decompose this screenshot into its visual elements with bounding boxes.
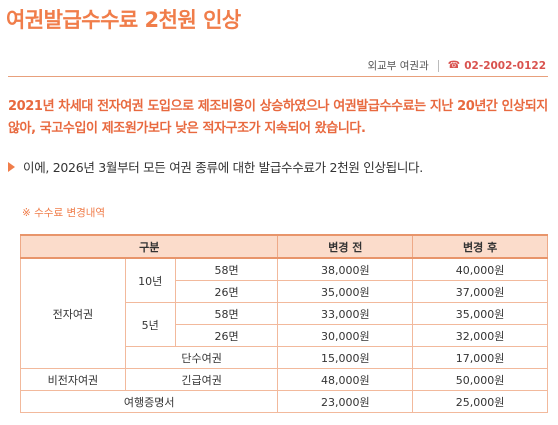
fee-before: 35,000원 <box>277 280 414 303</box>
fee-after: 25,000원 <box>412 390 548 413</box>
header-divider <box>8 76 548 77</box>
page-count: 26면 <box>174 280 279 303</box>
fee-before: 33,000원 <box>277 302 414 325</box>
table-row: 비전자여권 긴급여권 48,000원 50,000원 <box>20 368 548 391</box>
fee-after: 17,000원 <box>412 346 548 369</box>
passport-type: 단수여권 <box>124 346 279 369</box>
passport-type: 여행증명서 <box>19 390 279 413</box>
page-count: 58면 <box>174 257 279 281</box>
validity-5-year: 5년 <box>124 302 176 347</box>
lead-paragraph: 2021년 차세대 전자여권 도입으로 제조비용이 상승하였으나 여권발급수수료… <box>8 99 548 136</box>
fee-after: 50,000원 <box>412 368 548 391</box>
table-row: 여행증명서 23,000원 25,000원 <box>19 390 548 413</box>
page-count: 58면 <box>174 302 279 325</box>
passport-type: 긴급여권 <box>124 368 279 391</box>
fee-table: 구분 변경 전 변경 후 전자여권 10년 58면 38,000원 40,000… <box>19 234 548 413</box>
table-row: 전자여권 10년 58면 38,000원 40,000원 <box>20 257 548 369</box>
page-title: 여권발급수수료 2천원 인상 <box>6 8 241 32</box>
category-non-electronic: 비전자여권 <box>20 368 126 391</box>
fee-after: 37,000원 <box>412 280 548 303</box>
category-electronic: 전자여권 <box>20 257 126 369</box>
header-after: 변경 후 <box>412 234 548 259</box>
table-row: 26면 30,000원 32,000원 <box>21 324 548 347</box>
fee-after: 40,000원 <box>412 257 548 281</box>
page-count: 26면 <box>174 324 279 347</box>
table-row: 5년 58면 33,000원 35,000원 <box>21 302 548 347</box>
phone-icon: ☎ <box>447 60 461 71</box>
fee-after: 35,000원 <box>412 302 548 325</box>
announcement-line: 이에, 2026년 3월부터 모든 여권 종류에 대한 발급수수료가 2천원 인… <box>8 157 423 176</box>
table-caption: ※ 수수료 변경내역 <box>22 207 106 219</box>
fee-before: 15,000원 <box>277 346 414 369</box>
validity-10-year: 10년 <box>124 257 176 303</box>
announcement-text: 이에, 2026년 3월부터 모든 여권 종류에 대한 발급수수료가 2천원 인… <box>23 160 423 175</box>
table-header-row: 구분 변경 전 변경 후 <box>19 234 548 259</box>
fee-before: 30,000원 <box>277 324 414 347</box>
fee-before: 48,000원 <box>277 368 414 391</box>
header-category: 구분 <box>19 234 279 259</box>
contact-info: 외교부 여권과 ☎ 02-2002-0122 <box>367 58 546 73</box>
table-row: 단수여권 15,000원 17,000원 <box>21 346 548 369</box>
fee-before: 38,000원 <box>277 257 414 281</box>
triangle-bullet-icon <box>8 161 15 172</box>
department-label: 외교부 여권과 <box>367 60 429 72</box>
fee-after: 32,000원 <box>412 324 548 347</box>
header-before: 변경 전 <box>277 234 414 259</box>
fee-before: 23,000원 <box>277 390 414 413</box>
divider <box>437 59 439 72</box>
phone-number: 02-2002-0122 <box>464 59 546 72</box>
